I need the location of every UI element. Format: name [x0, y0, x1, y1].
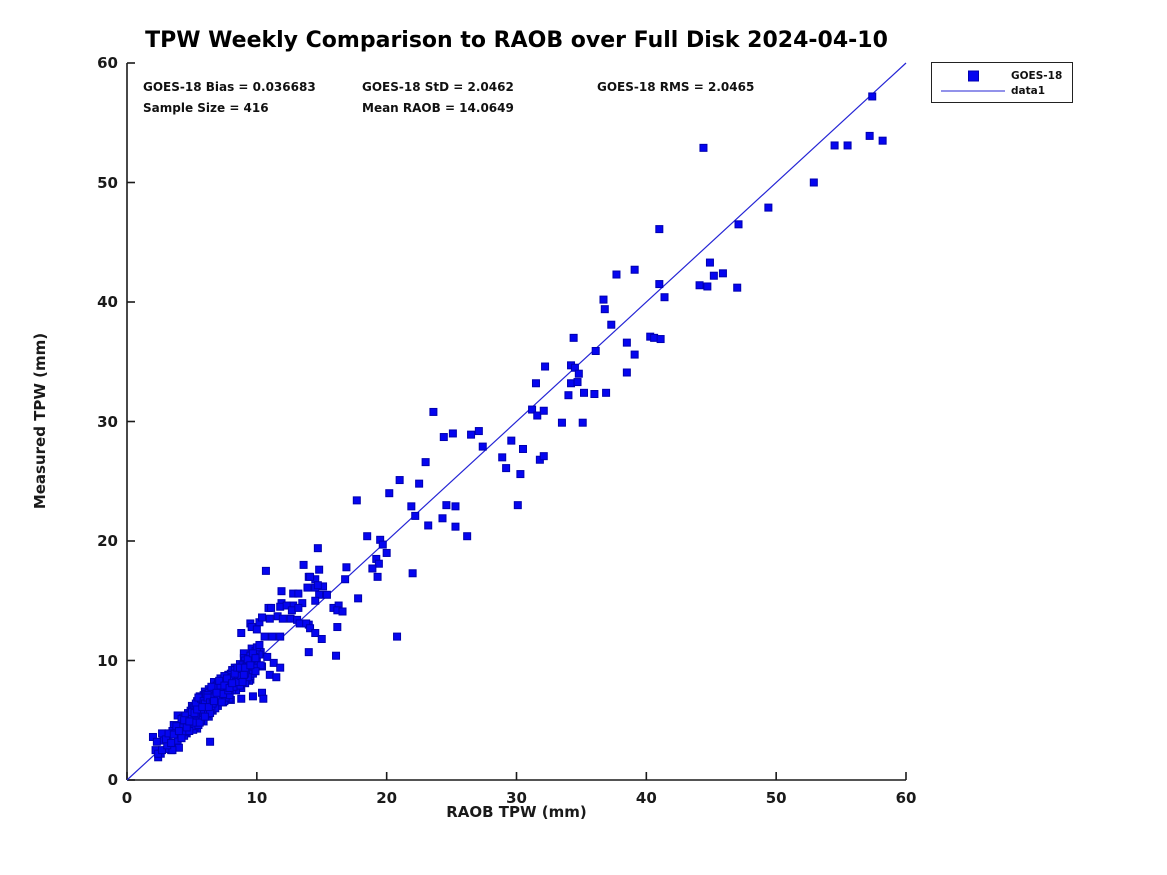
- stat-std: GOES-18 StD = 2.0462: [362, 80, 514, 94]
- x-tick-0: 0: [121, 789, 133, 807]
- y-tick-50: 50: [97, 173, 118, 192]
- y-tick-0: 0: [107, 771, 118, 789]
- stat-sample-size: Sample Size = 416: [143, 101, 269, 115]
- y-axis-label: Measured TPW (mm): [31, 332, 49, 510]
- y-tick-30: 30: [97, 412, 118, 431]
- stat-rms: GOES-18 RMS = 2.0465: [597, 80, 755, 94]
- stat-bias: GOES-18 Bias = 0.036683: [143, 80, 316, 94]
- legend-entry-scatter: GOES-18: [932, 66, 1072, 86]
- x-tick-60: 60: [895, 789, 917, 807]
- x-tick-20: 20: [376, 789, 398, 807]
- x-tick-40: 40: [635, 789, 657, 807]
- x-tick-30: 30: [506, 789, 527, 807]
- y-tick-20: 20: [97, 532, 118, 550]
- x-tick-10: 10: [246, 789, 268, 807]
- y-tick-60: 60: [97, 54, 118, 72]
- legend-line-label: data1: [1011, 85, 1046, 97]
- stat-mean-raob: Mean RAOB = 14.0649: [362, 101, 514, 115]
- legend-line-swatch-icon: [941, 90, 1005, 92]
- y-tick-40: 40: [97, 293, 118, 311]
- y-tick-10: 10: [97, 651, 118, 670]
- x-tick-50: 50: [765, 789, 787, 807]
- chart-title: TPW Weekly Comparison to RAOB over Full …: [145, 28, 888, 53]
- legend-box: GOES-18 data1: [931, 62, 1073, 103]
- x-axis-label: RAOB TPW (mm): [446, 803, 587, 821]
- legend-scatter-marker-icon: [968, 70, 979, 82]
- legend-scatter-label: GOES-18: [1011, 70, 1063, 82]
- legend-entry-line: data1: [932, 81, 1072, 101]
